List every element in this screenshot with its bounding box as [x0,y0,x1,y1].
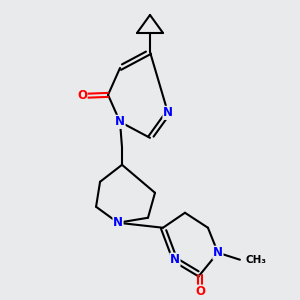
Text: N: N [115,116,125,128]
Text: N: N [170,253,180,266]
Text: N: N [113,216,123,229]
Text: O: O [77,89,87,102]
Text: N: N [213,246,223,259]
Text: CH₃: CH₃ [246,255,267,265]
Text: O: O [195,285,205,298]
Text: N: N [163,106,173,119]
